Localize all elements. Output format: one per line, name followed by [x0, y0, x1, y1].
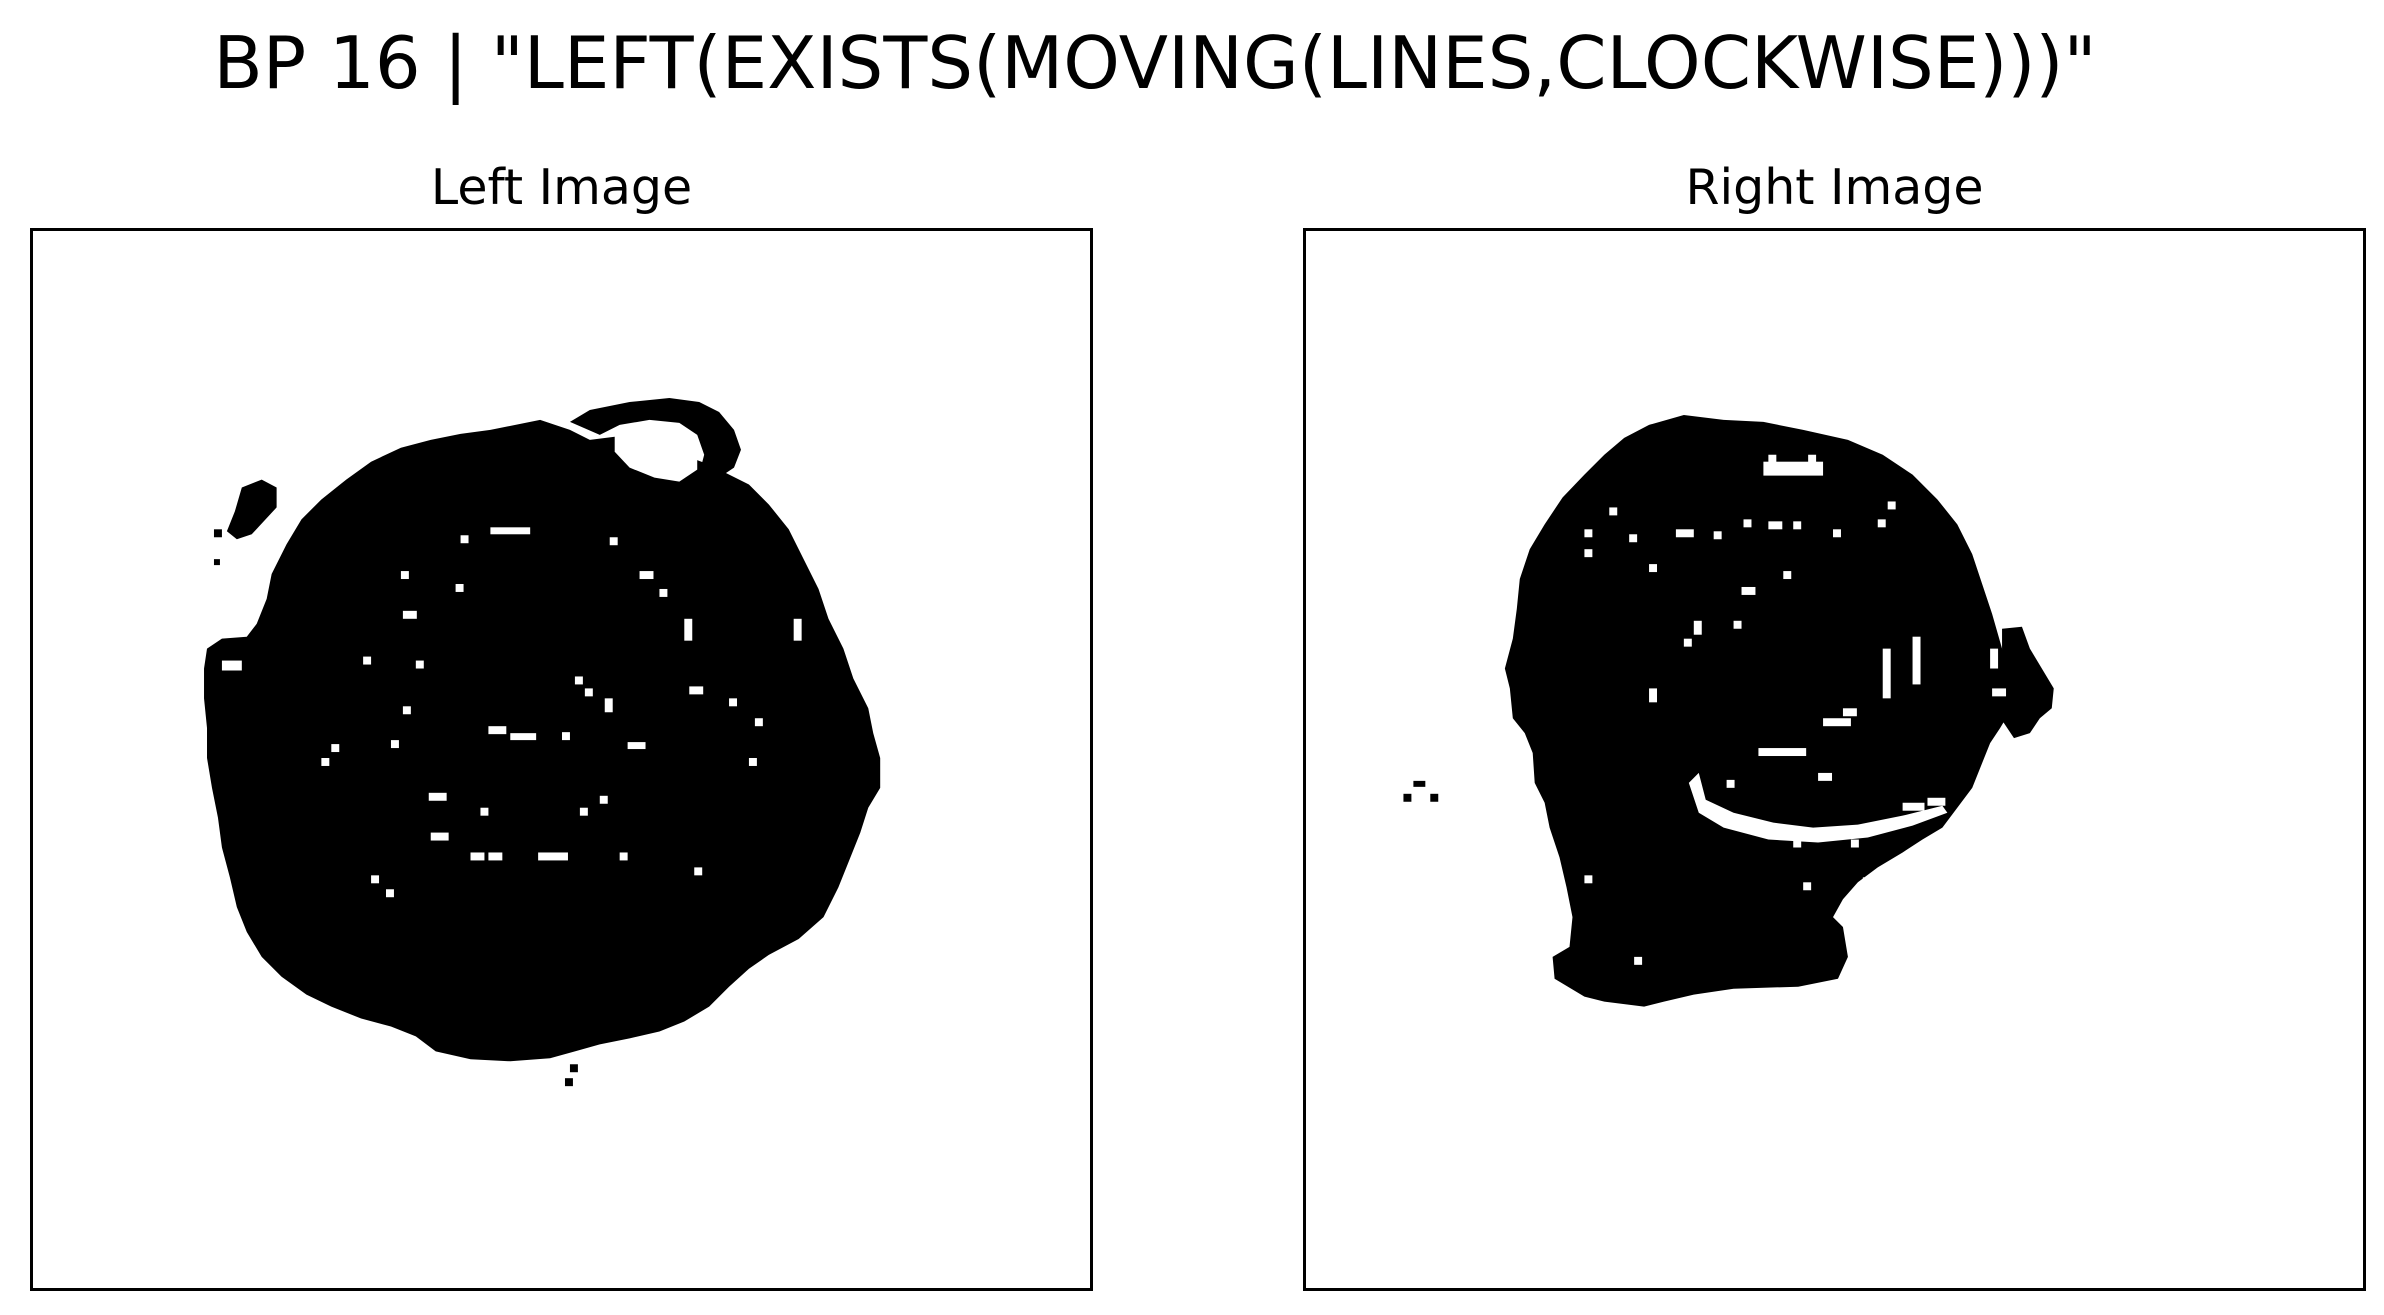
right-main-blob [1504, 414, 2012, 1007]
right-speck [1413, 780, 1426, 787]
left-inner-marks [221, 527, 802, 898]
left-main-blob [204, 419, 881, 1062]
right-speck [1403, 793, 1412, 802]
right-panel-title: Right Image [1685, 159, 1984, 216]
left-panel-title: Left Image [430, 159, 693, 216]
right-inner-marks [1584, 454, 2007, 965]
right-image-drawing [1403, 414, 2054, 1007]
left-speck [569, 1064, 578, 1073]
figure-title: BP 16 | "LEFT(EXISTS(MOVING(LINES,CLOCKW… [213, 21, 2097, 105]
right-side-strokes [2002, 626, 2054, 739]
left-loop-hole [614, 427, 698, 482]
left-small-fragment [226, 479, 277, 540]
right-crescent-line [1688, 772, 1948, 843]
left-image-drawing [204, 398, 881, 1087]
left-speck [213, 559, 220, 566]
left-image-panel [30, 228, 1093, 1291]
left-speck [564, 1078, 573, 1087]
right-speck [1430, 793, 1439, 802]
left-speck [213, 529, 222, 538]
left-top-loop [569, 398, 741, 478]
right-image-panel [1303, 228, 2366, 1291]
